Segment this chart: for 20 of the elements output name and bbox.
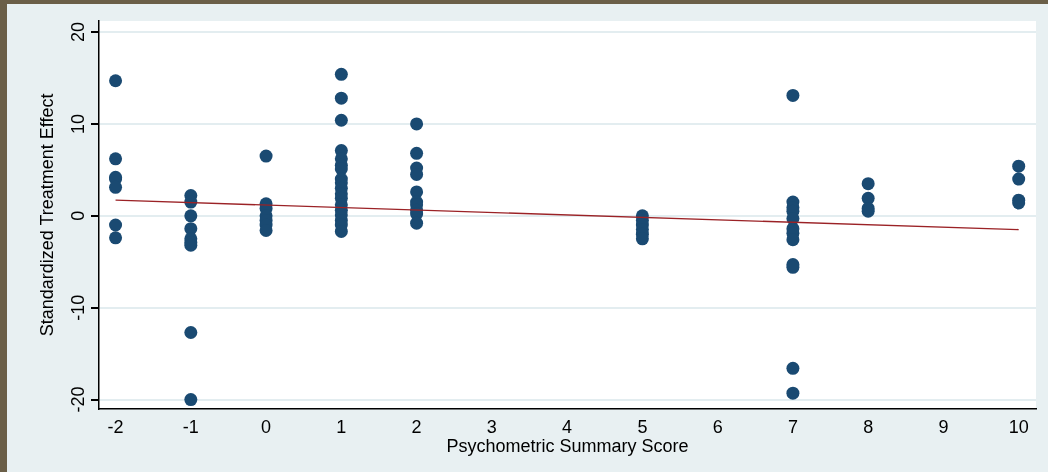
x-tick-label: 9 (938, 416, 949, 437)
y-axis-title: Standardized Treatment Effect (36, 93, 57, 337)
y-tick-label: 0 (67, 210, 88, 221)
y-tick-label: -10 (67, 294, 88, 321)
x-tick-label: 8 (863, 416, 874, 437)
y-tick-label: 20 (67, 22, 88, 43)
x-tick-label: 0 (261, 416, 272, 437)
x-tick-label: 10 (1008, 416, 1029, 437)
x-tick-label: 6 (712, 416, 723, 437)
x-tick-label: 1 (336, 416, 347, 437)
x-tick-label: -2 (107, 416, 124, 437)
x-tick-label: -1 (182, 416, 199, 437)
x-tick-label: 7 (787, 416, 798, 437)
y-tick-label: 10 (67, 113, 88, 134)
y-tick-label: -20 (67, 386, 88, 413)
x-tick-label: 4 (562, 416, 573, 437)
x-axis-title: Psychometric Summary Score (446, 436, 689, 457)
x-tick-label: 5 (637, 416, 648, 437)
x-tick-label: 3 (486, 416, 497, 437)
x-tick-label: 2 (411, 416, 422, 437)
